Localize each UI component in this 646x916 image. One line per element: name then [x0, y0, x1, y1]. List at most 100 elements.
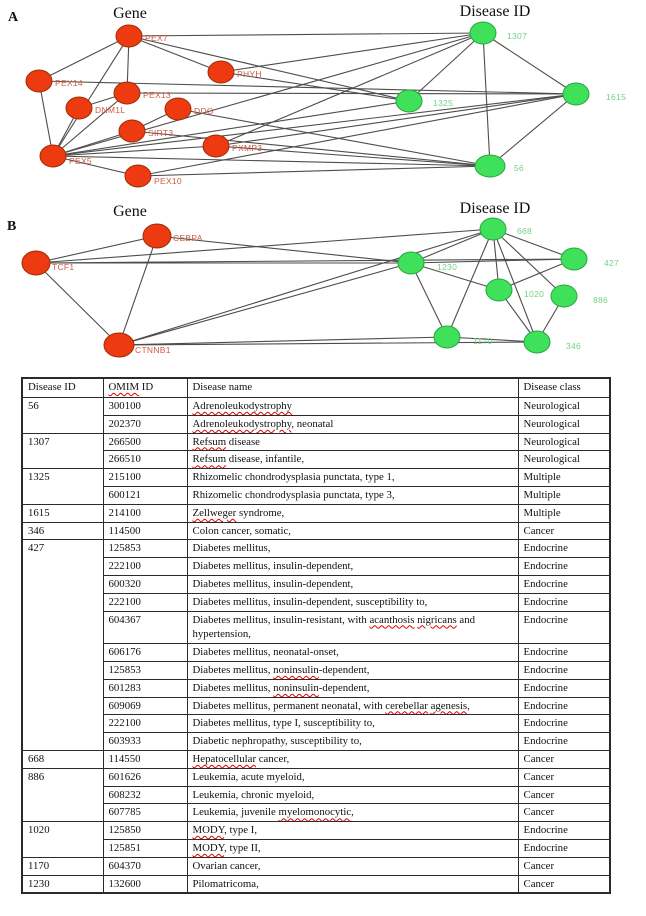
cell-omim-id: 215100	[102, 468, 188, 487]
edge-CTNNB1-346	[118, 341, 538, 346]
disease-node-1020: 1020	[485, 278, 544, 302]
cell-disease-name: MODY, type I,	[186, 821, 519, 840]
disease-label-427: 427	[604, 258, 619, 268]
panel-b-letter: B	[7, 219, 17, 234]
cell-disease-name: Diabetes mellitus, permanent neonatal, w…	[186, 696, 519, 716]
table-row: 1170 604370 Ovarian cancer, Cancer	[21, 856, 611, 876]
cell-disease-id: 1230	[21, 874, 104, 894]
gene-label-PEX13: PEX13	[143, 90, 171, 100]
cell-disease-class: Endocrine	[517, 821, 611, 840]
cell-omim-id: 114550	[102, 749, 188, 769]
gene-node-PEX7: PEX7	[115, 24, 168, 48]
edge-PEX7-PEX5	[52, 35, 130, 157]
cell-omim-id: 604370	[102, 856, 188, 876]
table-header-row: Disease ID OMIM ID Disease name Disease cla…	[21, 377, 611, 398]
edge-TCF1-CEBPA	[35, 235, 158, 264]
gene-label-PEX14: PEX14	[55, 78, 83, 88]
cell-disease-name: Rhizomelic chondrodysplasia punctata, ty…	[186, 485, 519, 505]
panel-a-gene-title: Gene	[113, 5, 147, 22]
cell-disease-name: Leukemia, juvenile myelomonocytic,	[186, 803, 519, 823]
disease-node-1230: 1230	[397, 251, 457, 275]
cell-omim-id: 125853	[102, 660, 188, 680]
gene-node-PEX5: PEX5	[39, 144, 92, 168]
edge-SIRT3-56	[131, 130, 491, 167]
table-row: 600121 Rhizomelic chondrodysplasia puncta…	[22, 485, 611, 505]
network-b: CEBPA TCF1 CTNNB1 668 427 1230 1020 886 1170 346	[21, 217, 619, 358]
cell-omim-id: 607785	[102, 803, 188, 823]
edge-PEX7-PHYH	[128, 35, 222, 73]
cell-disease-name: Diabetes mellitus, insulin-resistant, wi…	[186, 610, 519, 645]
table-row: 222100 Diabetes mellitus, insulin-depende…	[22, 592, 611, 612]
cell-disease-class: Neurological	[517, 414, 611, 434]
cell-omim-id: 600320	[102, 574, 188, 594]
panel-a-disease-title: Disease ID	[459, 3, 531, 20]
panel-a-letter: A	[8, 10, 19, 25]
edge-PEX5-1325	[52, 100, 410, 157]
table-row: 1615 214100 Zellweger syndrome, Multiple	[21, 503, 611, 523]
column-header-2: Disease name	[186, 377, 519, 398]
gene-label-PEX5: PEX5	[69, 156, 92, 166]
edge-668-1170	[446, 228, 494, 338]
misspelled-word: Zellweger	[192, 506, 237, 519]
edge-PEX7-PEX14	[38, 35, 130, 82]
gene-label-PEX7: PEX7	[145, 33, 168, 43]
misspelled-word: Adrenoleukodystrophy	[192, 417, 292, 430]
disease-node-886: 886	[550, 284, 608, 308]
edge-PEX10-PEX5	[52, 155, 139, 177]
edge-668-1230	[410, 228, 494, 264]
cell-omim-id: 609069	[102, 696, 188, 716]
cell-omim-id: 222100	[102, 714, 188, 734]
gene-node-PEX14: PEX14	[25, 69, 83, 93]
cell-disease-id: 886	[21, 767, 104, 823]
table-row: 601283 Diabetes mellitus, noninsulin-depe…	[22, 678, 611, 698]
disease-label-1325: 1325	[433, 98, 453, 108]
disease-label-886: 886	[593, 295, 608, 305]
table-row: 266510 Refsum disease, infantile, Neurolog…	[22, 450, 611, 470]
cell-disease-name: Diabetes mellitus, type I, susceptibilit…	[186, 714, 519, 734]
gene-label-SIRT3: SIRT3	[148, 128, 173, 138]
disease-label-1615: 1615	[606, 92, 626, 102]
table-row: 427 125853 Diabetes mellitus, Endocrine	[21, 539, 611, 751]
cell-disease-class: Endocrine	[517, 678, 611, 698]
misspelled-word: acanthosis	[369, 613, 415, 626]
cell-disease-name: Diabetes mellitus, insulin-dependent,	[186, 574, 519, 594]
edge-TCF1-CTNNB1	[35, 262, 120, 346]
network-a: PEX7 PHYH PEX14 PEX13 DNM1L DDO SIRT3 PEX5 PXMP3…	[25, 21, 626, 188]
edge-CTNNB1-668	[118, 228, 494, 346]
cell-disease-class: Multiple	[517, 485, 611, 505]
gene-node-TCF1: TCF1	[21, 250, 74, 276]
cell-disease-class: Cancer	[517, 521, 611, 541]
cell-disease-name: Zellweger syndrome,	[186, 503, 519, 523]
cell-disease-name: Adrenoleukodystrophy	[186, 397, 519, 416]
cell-disease-class: Endocrine	[517, 643, 611, 662]
cell-disease-name: Adrenoleukodystrophy, neonatal	[186, 414, 519, 434]
disease-label-1230: 1230	[437, 262, 457, 272]
misspelled-word: Adrenoleukodystrophy	[192, 400, 293, 412]
edge-1170-346	[446, 336, 538, 343]
edge-PXMP3-56	[215, 145, 491, 167]
cell-disease-name: Refsum disease	[186, 432, 519, 452]
cell-disease-name: Ovarian cancer,	[186, 856, 519, 876]
table-row: 603933 Diabetic nephropathy, susceptibili…	[22, 732, 611, 751]
cell-omim-id: 600121	[102, 485, 188, 505]
edge-CEBPA-1230	[156, 235, 412, 264]
cell-disease-id: 346	[21, 521, 104, 541]
cell-omim-id: 202370	[102, 414, 188, 434]
table-row: 56 300100 Adrenoleukodystrophy Neurological	[21, 397, 611, 434]
cell-disease-name: Leukemia, acute myeloid,	[186, 767, 519, 787]
cell-disease-name: Diabetes mellitus, neonatal-onset,	[186, 643, 519, 662]
edge-PEX13-1615	[126, 92, 577, 95]
cell-omim-id: 300100	[102, 397, 188, 416]
misspelled-word: OMIM	[108, 381, 140, 393]
gene-node-CEBPA: CEBPA	[142, 223, 202, 249]
table-row: 608232 Leukemia, chronic myeloid, Cancer	[22, 785, 611, 805]
table-row: 606176 Diabetes mellitus, neonatal-onset,…	[22, 643, 611, 662]
cell-disease-class: Endocrine	[517, 696, 611, 716]
cell-disease-name: Diabetes mellitus,	[186, 539, 519, 559]
table-row: 1325 215100 Rhizomelic chondrodysplasia pu…	[21, 468, 611, 505]
table-row: 125853 Diabetes mellitus, noninsulin-depe…	[22, 660, 611, 680]
gene-node-PEX13: PEX13	[113, 81, 171, 105]
table-row: 222100 Diabetes mellitus, type I, suscept…	[22, 714, 611, 734]
cell-omim-id: 125851	[102, 838, 188, 858]
